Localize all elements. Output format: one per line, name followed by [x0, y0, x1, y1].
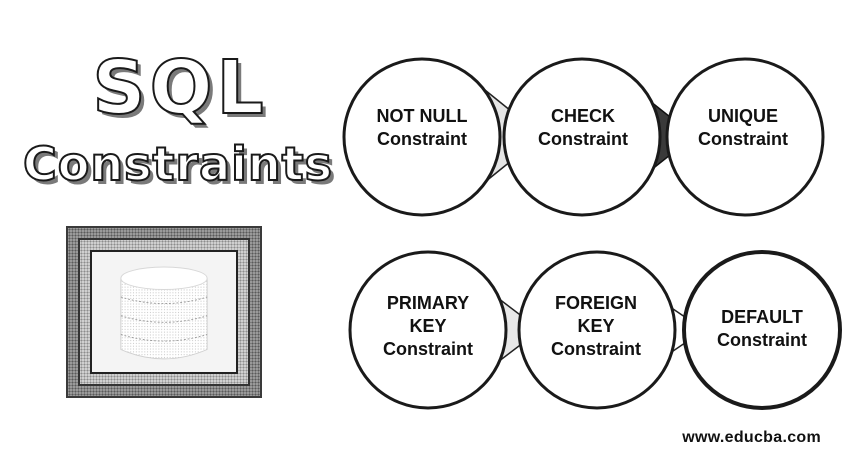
database-frame-inner — [90, 250, 238, 374]
label-not-null: NOT NULL Constraint — [376, 106, 468, 149]
circles-row-bottom — [348, 250, 842, 410]
label-primary-key: PRIMARY KEY Constraint — [383, 293, 473, 359]
label-check: CHECK Constraint — [538, 106, 628, 149]
title-sql: SQL — [91, 45, 268, 131]
circle-default — [682, 250, 842, 410]
circles-row-top — [342, 57, 825, 217]
database-icon — [120, 266, 208, 360]
label-unique: UNIQUE Constraint — [698, 106, 788, 149]
circle-foreign-key — [517, 250, 677, 410]
watermark: www.educba.com — [682, 429, 821, 446]
label-default: DEFAULT Constraint — [717, 307, 807, 350]
title-constraints: Constraints — [22, 136, 334, 192]
label-foreign-key: FOREIGN KEY Constraint — [551, 293, 641, 359]
circle-unique — [665, 57, 825, 217]
circle-primary-key — [348, 250, 508, 410]
circle-check — [502, 57, 662, 217]
database-frame — [66, 226, 262, 398]
circle-not-null — [342, 57, 502, 217]
database-frame-mid — [78, 238, 250, 386]
